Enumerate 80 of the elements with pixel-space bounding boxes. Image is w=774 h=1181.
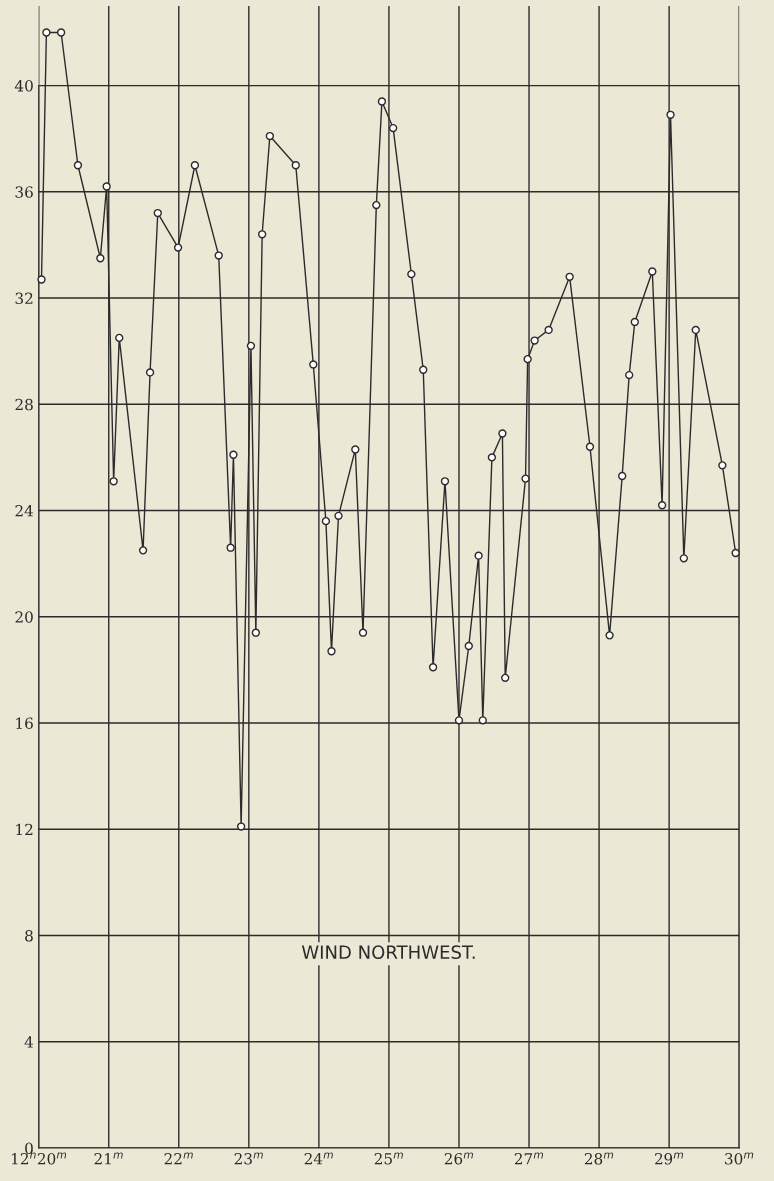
point <box>42 28 51 37</box>
x-tick-label: 27$^{m}$ <box>514 1152 544 1165</box>
point <box>440 477 450 486</box>
y-tick-label: 20 <box>15 611 33 623</box>
point <box>666 110 675 119</box>
point <box>618 471 627 481</box>
point <box>229 450 238 459</box>
y-tick-label: 32 <box>15 292 33 305</box>
point <box>246 341 256 351</box>
point <box>521 474 530 483</box>
point <box>478 716 487 725</box>
point <box>37 275 46 284</box>
point <box>585 442 595 451</box>
point <box>251 628 261 637</box>
point <box>523 354 532 364</box>
point <box>530 336 539 345</box>
point <box>407 269 416 279</box>
x-tick-label: 24$^{m}$ <box>304 1152 333 1165</box>
point <box>605 631 614 640</box>
point <box>138 546 148 555</box>
point <box>173 243 183 252</box>
point <box>691 325 700 335</box>
x-tick-label: 22$^{m}$ <box>164 1152 193 1165</box>
annotation: WIND NORTHWEST. <box>301 945 475 960</box>
point <box>657 501 667 510</box>
x-tick-label: 30$^{m}$ <box>725 1152 754 1165</box>
point <box>358 628 368 637</box>
point <box>96 254 105 263</box>
point <box>428 663 438 672</box>
x-tick-label: 21$^{m}$ <box>94 1152 123 1165</box>
point <box>377 97 387 106</box>
point <box>257 230 267 239</box>
x-tick-label: 23$^{m}$ <box>234 1152 263 1165</box>
point <box>544 325 553 335</box>
y-tick-label: 4 <box>24 1036 34 1048</box>
point <box>102 182 111 191</box>
point <box>648 267 657 276</box>
point <box>145 368 155 377</box>
x-tick-label: 28$^{m}$ <box>584 1152 614 1165</box>
y-tick-label: 16 <box>16 717 33 730</box>
point <box>327 647 336 656</box>
y-tick-label: 36 <box>15 186 33 198</box>
point <box>565 272 574 281</box>
point <box>679 554 689 563</box>
point <box>388 123 398 133</box>
point <box>56 28 66 37</box>
point <box>321 516 331 526</box>
point <box>291 161 300 170</box>
y-tick-label: 28 <box>15 398 33 411</box>
point <box>419 365 428 374</box>
point <box>454 716 464 725</box>
point <box>214 251 223 260</box>
point <box>372 200 381 210</box>
y-tick-label: 8 <box>25 929 33 942</box>
point <box>190 161 200 170</box>
point <box>226 543 235 552</box>
point <box>501 673 510 683</box>
point <box>309 360 318 369</box>
point <box>625 370 634 380</box>
point <box>718 461 727 470</box>
y-tick-label: 24 <box>15 504 34 517</box>
x-tick-label: 25$^{m}$ <box>374 1152 403 1165</box>
y-tick-label: 12 <box>16 823 33 836</box>
point <box>351 445 360 454</box>
point <box>474 551 483 560</box>
y-tick-label: 40 <box>14 80 33 92</box>
point <box>498 429 507 438</box>
point <box>109 477 118 486</box>
x-tick-label: 29$^{m}$ <box>655 1152 683 1165</box>
point <box>236 822 246 831</box>
point <box>265 131 275 141</box>
point <box>630 317 639 327</box>
point <box>115 333 124 343</box>
point <box>731 548 740 558</box>
point <box>464 641 473 651</box>
point <box>153 208 162 218</box>
point <box>334 511 343 521</box>
x-tick-label: 26$^{m}$ <box>444 1152 473 1165</box>
point <box>487 453 497 462</box>
point <box>73 161 83 170</box>
